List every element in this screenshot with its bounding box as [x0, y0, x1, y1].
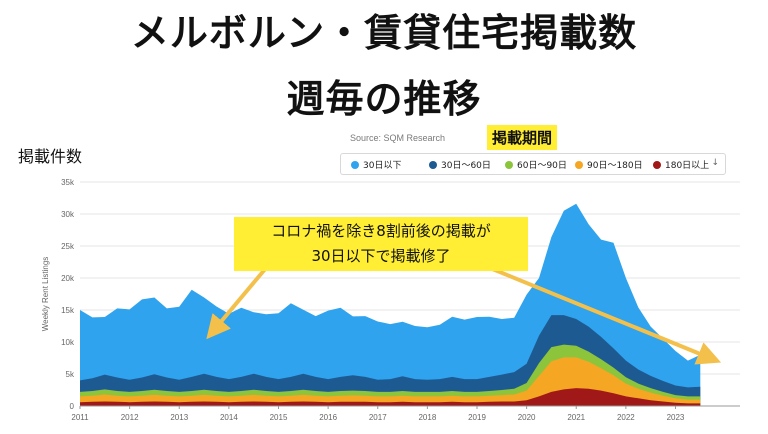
chart-legend: 30日以下 30日〜60日 60日〜90日 90日〜180日 180日以上 ↓: [340, 153, 726, 175]
y-tick-label: 20k: [61, 274, 75, 283]
x-tick-label: 2018: [418, 413, 436, 422]
y-tick-labels: 0 5k 10k 15k 20k 25k 30k 35k: [61, 178, 75, 411]
x-tick-label: 2011: [71, 413, 89, 422]
x-tick-label: 2022: [617, 413, 635, 422]
annotation-box: コロナ禍を除き8割前後の掲載が 30日以下で掲載修了: [234, 217, 528, 271]
y-tick-label: 25k: [61, 242, 75, 251]
annotation-arrow-left: [206, 266, 268, 340]
x-tick-label: 2020: [518, 413, 536, 422]
y-tick-label: 35k: [61, 178, 75, 187]
legend-item-under30[interactable]: 30日以下: [351, 158, 401, 171]
x-tick-label: 2014: [220, 413, 238, 422]
area-series-0: [80, 388, 701, 406]
x-tick-labels: 2011 2012 2013 2014 2015 2016 2017 2018 2019 2020…: [71, 406, 685, 422]
annotation-line-1: コロナ禍を除き8割前後の掲載が: [271, 222, 491, 240]
series-areas: [80, 203, 740, 407]
y-tick-label: 30k: [61, 210, 75, 219]
x-tick-label: 2021: [567, 413, 585, 422]
y-tick-label: 15k: [61, 306, 75, 315]
area-series-1: [80, 357, 701, 406]
y-tick-label: 0: [70, 402, 75, 411]
legend-dot: [505, 161, 513, 169]
legend-item-90-180[interactable]: 90日〜180日: [575, 158, 643, 171]
legend-item-60-90[interactable]: 60日〜90日: [505, 158, 567, 171]
legend-label: 30日以下: [363, 161, 402, 171]
x-tick-label: 2016: [319, 413, 337, 422]
legend-dot: [653, 161, 661, 169]
page-title: メルボルン・賃貸住宅掲載数: [130, 11, 638, 55]
legend-more-icon[interactable]: ↓: [711, 158, 719, 168]
x-tick-label: 2013: [170, 413, 188, 422]
x-tick-label: 2023: [667, 413, 685, 422]
x-tick-label: 2012: [121, 413, 139, 422]
annotation-line-2: 30日以下で掲載修了: [311, 247, 451, 265]
legend-label: 90日〜180日: [587, 161, 643, 171]
y-axis-label: Weekly Rent Listings: [41, 257, 50, 332]
legend-label: 30日〜60日: [441, 161, 491, 171]
legend-dot: [575, 161, 583, 169]
legend-item-over180[interactable]: 180日以上: [653, 158, 709, 171]
x-tick-label: 2015: [270, 413, 288, 422]
page-subtitle: 週毎の推移: [286, 77, 482, 121]
y-tick-label: 10k: [61, 338, 75, 347]
x-tick-label: 2019: [468, 413, 486, 422]
legend-dot: [429, 161, 437, 169]
legend-title: 掲載期間: [487, 125, 558, 150]
legend-dot: [351, 161, 359, 169]
y-axis-label-jp: 掲載件数: [18, 147, 83, 166]
y-tick-label: 5k: [66, 370, 75, 379]
annotation-arrow-right: [489, 266, 722, 365]
x-tick-label: 2017: [369, 413, 387, 422]
legend-label: 60日〜90日: [517, 161, 567, 171]
legend-label: 180日以上: [665, 161, 710, 171]
source-label: Source: SQM Research: [350, 133, 446, 143]
legend-item-30-60[interactable]: 30日〜60日: [429, 158, 491, 171]
annotation-arrows: [206, 266, 722, 365]
